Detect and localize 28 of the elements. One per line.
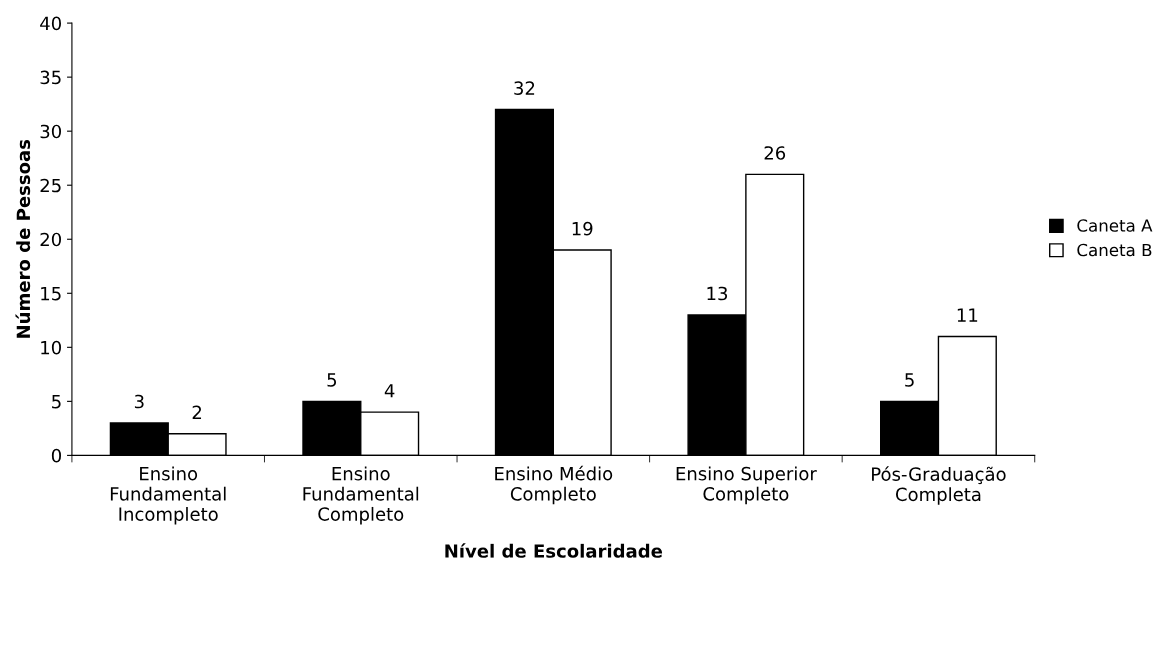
y-tick-label: 35 [40,70,61,85]
y-tick-label: 0 [51,448,61,463]
x-tick-label: Pós-Graduação Completa [872,466,1006,505]
y-tick-label: 30 [40,124,61,139]
data-label: 11 [957,308,978,322]
x-tick-label: Ensino Superior Completo [676,466,817,505]
y-tick-label: 20 [40,232,61,247]
data-label: 3 [134,394,144,409]
x-tick-label: Ensino Médio Completo [495,465,613,505]
data-label: 2 [192,405,202,419]
y-tick-label: 15 [41,286,61,301]
y-axis-title: Número de Pessoas [15,139,31,338]
data-label: 4 [384,384,395,398]
x-axis-title: Nível de Escolaridade [445,543,663,558]
x-tick-label: Ensino Fundamental Completo [303,466,419,525]
legend-label: Caneta A [1077,219,1153,232]
data-label: 32 [514,81,535,95]
legend-label: Caneta B [1077,243,1152,257]
data-label: 5 [905,373,914,387]
data-label: 26 [764,146,786,160]
y-tick-label: 5 [52,395,61,409]
y-tick-label: 10 [41,340,61,355]
data-label: 19 [572,221,593,236]
y-tick-label: 40 [40,16,61,31]
data-label: 13 [707,286,728,301]
data-label: 5 [327,373,337,387]
x-tick-label: Ensino Fundamental Incompleto [110,466,226,525]
y-tick-label: 25 [40,178,61,193]
